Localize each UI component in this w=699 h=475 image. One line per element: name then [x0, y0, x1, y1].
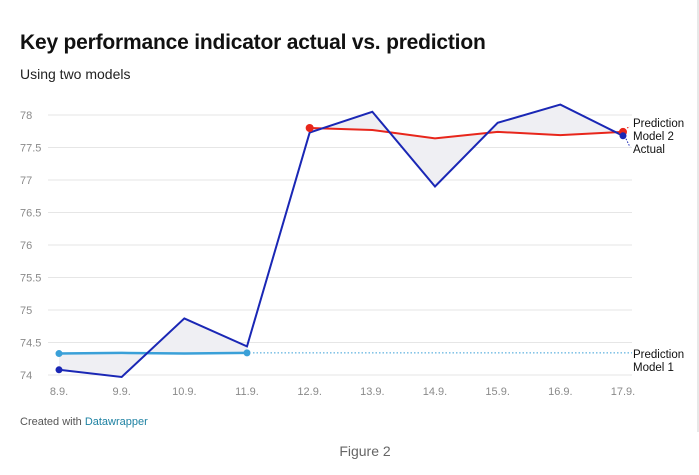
label-actual: Actual — [633, 144, 665, 156]
x-tick-label: 17.9. — [611, 386, 635, 398]
x-tick-label: 13.9. — [360, 386, 384, 398]
model2-leader — [626, 126, 631, 129]
label-model1-line1: Prediction — [633, 349, 684, 361]
chart-subtitle: Using two models — [20, 66, 131, 82]
footer-credit: Created with Datawrapper — [20, 416, 148, 428]
x-tick-label: 9.9. — [112, 386, 130, 398]
label-model2-line1: Prediction — [633, 118, 684, 130]
x-tick-label: 11.9. — [235, 386, 259, 398]
x-tick-label: 10.9. — [172, 386, 196, 398]
label-model1-line2: Model 1 — [633, 362, 674, 374]
chart-title: Key performance indicator actual vs. pre… — [20, 31, 486, 54]
series-line-model1 — [58, 351, 248, 355]
difference-area — [309, 104, 623, 187]
y-tick-label: 78 — [20, 110, 32, 122]
actual-point — [619, 132, 627, 140]
footer-prefix: Created with — [20, 416, 85, 428]
datawrapper-link[interactable]: Datawrapper — [84, 416, 148, 428]
line-chart: 74 74.5 75 75.5 76 76.5 77 77.5 78 8.9. 9.9. 10.9. 1… — [20, 103, 684, 398]
y-tick-label: 74.5 — [20, 338, 41, 350]
x-tick-label: 16.9. — [548, 386, 572, 398]
y-tick-label: 76.5 — [20, 208, 41, 220]
y-tick-label: 77 — [20, 175, 32, 187]
label-model2-line2: Model 2 — [633, 131, 674, 143]
model1-point — [55, 350, 63, 358]
y-tick-label: 74 — [20, 370, 32, 382]
model1-point — [243, 349, 251, 357]
series-line-actual — [58, 103, 624, 378]
x-tick-label: 15.9. — [485, 386, 509, 398]
y-tick-label: 75 — [20, 305, 32, 317]
y-tick-label: 75.5 — [20, 273, 41, 285]
figure-caption: Figure 2 — [339, 443, 391, 459]
series-line-model2 — [309, 127, 624, 140]
right-border — [697, 0, 699, 432]
actual-leader — [625, 138, 631, 148]
y-tick-label: 76 — [20, 240, 32, 252]
x-tick-label: 14.9. — [423, 386, 447, 398]
actual-point — [55, 366, 63, 374]
model2-point — [305, 124, 314, 132]
x-tick-label: 12.9. — [297, 386, 321, 398]
x-tick-label: 8.9. — [50, 386, 68, 398]
y-tick-label: 77.5 — [20, 143, 41, 155]
